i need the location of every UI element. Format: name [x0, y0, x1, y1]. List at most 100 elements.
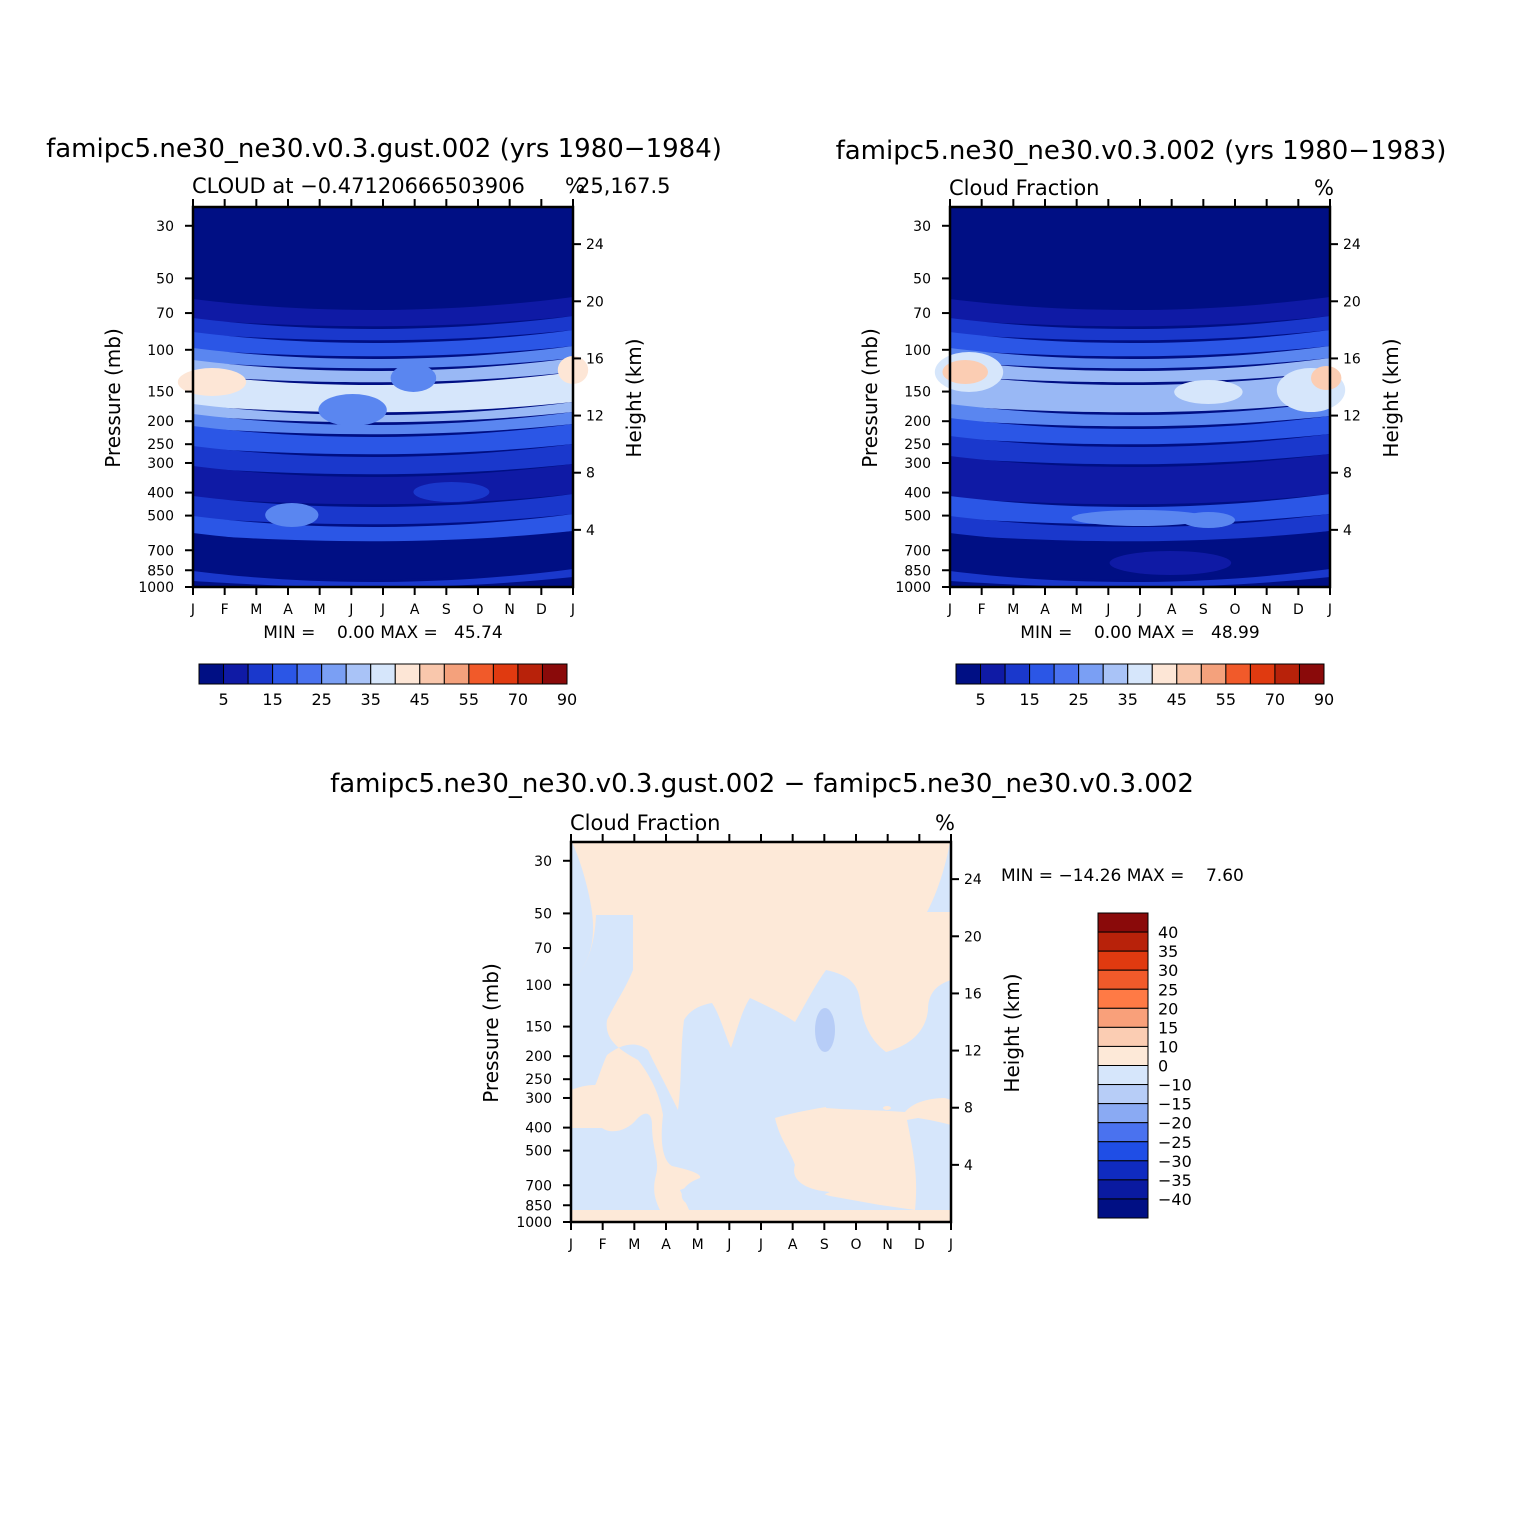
colorbar-swatch — [1097, 912, 1149, 933]
y-tick-label-pressure: 100 — [904, 343, 931, 359]
colorbar-swatch — [370, 663, 396, 685]
contour-band-7 — [950, 416, 1330, 445]
colorbar-swatch — [443, 663, 470, 685]
units-label: % — [1314, 176, 1334, 200]
y-tick-label-pressure: 300 — [904, 456, 931, 472]
contour-blob-6 — [1181, 512, 1235, 528]
y-tick-label-pressure: 500 — [147, 509, 174, 525]
colorbar-label: −40 — [1158, 1190, 1192, 1209]
y-tick-label-pressure: 850 — [525, 1198, 552, 1214]
contour-blob-4 — [1174, 380, 1243, 404]
colorbar-swatch — [1097, 1179, 1149, 1200]
colorbar-swatch — [247, 663, 274, 685]
colorbar-label: 25 — [311, 690, 331, 709]
x-tick-label: M — [692, 1237, 704, 1253]
x-tick-label: J — [568, 1237, 573, 1253]
colorbar-swatch — [394, 663, 421, 685]
colorbar-label: 70 — [1265, 690, 1285, 709]
y-tick-label-pressure: 150 — [525, 1020, 552, 1036]
x-tick-label: N — [504, 602, 514, 618]
y-tick-label-height: 24 — [964, 872, 982, 888]
contour-band-14 — [193, 569, 573, 588]
contour-band-5 — [950, 372, 1330, 413]
x-tick-label: A — [661, 1237, 671, 1253]
x-tick-label: A — [283, 602, 293, 618]
y-tick-label-pressure: 150 — [147, 385, 174, 401]
contour-band-0 — [950, 297, 1330, 327]
contour-band-9 — [950, 454, 1330, 505]
colorbar-swatch — [541, 663, 568, 685]
y-tick-label-pressure: 100 — [147, 343, 174, 359]
y-tick-label-height: 8 — [964, 1101, 973, 1117]
y-tick-label-pressure: 400 — [525, 1121, 552, 1137]
contour-band-5 — [193, 372, 573, 413]
min-max-label: MIN = 0.00 MAX = 48.99 — [1020, 623, 1259, 643]
negative-region-main — [571, 915, 951, 1207]
contour-band-4 — [193, 358, 573, 383]
colorbar-swatch — [517, 663, 543, 685]
y-tick-label-pressure: 700 — [525, 1178, 552, 1194]
colorbar-label: 35 — [1158, 942, 1178, 961]
y-axis-label-pressure: Pressure (mb) — [479, 963, 503, 1103]
colorbar-label: 90 — [1314, 690, 1334, 709]
y-tick-label-pressure: 300 — [147, 456, 174, 472]
colorbar-label: 35 — [1118, 690, 1138, 709]
colorbar-label: 55 — [459, 690, 479, 709]
contour-band-11 — [950, 514, 1330, 542]
y-tick-label-height: 16 — [1343, 351, 1361, 367]
colorbar-label: 25 — [1158, 980, 1178, 999]
colorbar-label: 45 — [410, 690, 430, 709]
y-tick-label-pressure: 50 — [913, 271, 931, 287]
y-tick-label-height: 16 — [586, 351, 604, 367]
panel-title: famipc5.ne30_ne30.v0.3.gust.002 − famipc… — [330, 769, 1194, 799]
x-tick-label: A — [788, 1237, 798, 1253]
y-tick-label-pressure: 100 — [525, 978, 552, 994]
x-tick-label: O — [1229, 602, 1240, 618]
y-tick-label-pressure: 850 — [904, 563, 931, 579]
y-tick-label-pressure: 300 — [525, 1091, 552, 1107]
x-tick-label: D — [1293, 602, 1304, 618]
x-tick-label: S — [820, 1237, 829, 1253]
x-tick-label: N — [1261, 602, 1271, 618]
y-tick-label-height: 12 — [586, 409, 604, 425]
colorbar-label: −35 — [1158, 1171, 1192, 1190]
x-tick-label: A — [410, 602, 420, 618]
contour-band-6 — [950, 402, 1330, 427]
contour-band-2 — [193, 330, 573, 357]
x-tick-label: J — [1137, 602, 1142, 618]
contour-blob-4 — [265, 503, 319, 527]
colorbar-swatch — [1097, 1026, 1149, 1047]
y-tick-label-pressure: 700 — [904, 543, 931, 559]
y-tick-label-pressure: 400 — [147, 486, 174, 502]
y-tick-label-height: 20 — [1343, 294, 1361, 310]
x-tick-label: O — [472, 602, 483, 618]
colorbar-label: 10 — [1158, 1037, 1178, 1056]
colorbar-swatch — [1097, 1198, 1149, 1219]
colorbar-swatch — [1225, 663, 1251, 685]
colorbar-swatch — [955, 663, 982, 685]
x-tick-label: J — [190, 602, 195, 618]
colorbar-label: 40 — [1158, 923, 1178, 942]
colorbar-swatch — [272, 663, 298, 685]
colorbar-label: 5 — [218, 690, 228, 709]
x-tick-label: M — [1071, 602, 1083, 618]
contour-blob-5 — [413, 482, 490, 502]
y-tick-label-pressure: 70 — [156, 306, 174, 322]
y-axis-label-pressure: Pressure (mb) — [101, 328, 125, 468]
colorbar-swatch — [1127, 663, 1153, 685]
y-tick-label-pressure: 1000 — [516, 1215, 552, 1231]
negative-region-upper-right — [927, 842, 951, 912]
y-tick-label-pressure: 250 — [904, 437, 931, 453]
contour-blob-1 — [942, 360, 988, 384]
units-label: % — [935, 811, 955, 835]
colorbar-label: 90 — [557, 690, 577, 709]
x-tick-label: F — [599, 1237, 607, 1253]
contour-blob-3 — [318, 394, 387, 426]
y-tick-label-height: 8 — [586, 466, 595, 482]
y-tick-label-pressure: 250 — [525, 1072, 552, 1088]
contour-blob-7 — [1109, 551, 1232, 575]
y-tick-label-pressure: 200 — [525, 1049, 552, 1065]
x-tick-label: N — [882, 1237, 892, 1253]
y-tick-label-pressure: 200 — [904, 414, 931, 430]
colorbar-swatch — [345, 663, 372, 685]
